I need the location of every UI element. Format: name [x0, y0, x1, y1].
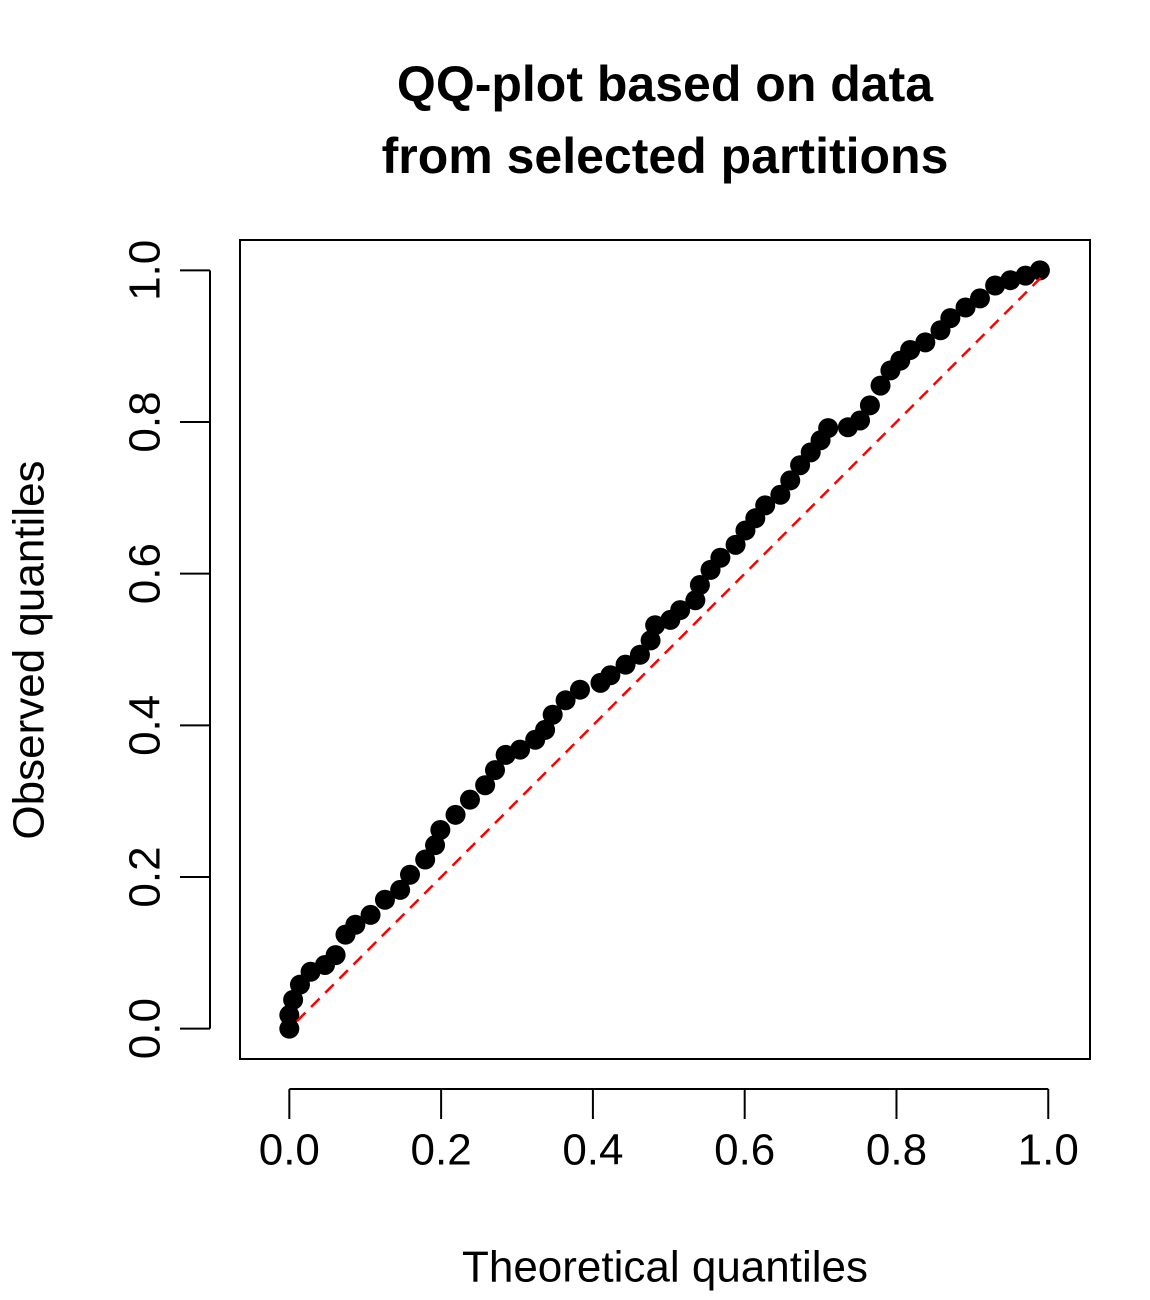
point [770, 484, 791, 505]
y-tick-label: 0.6 [121, 543, 170, 604]
point [485, 760, 505, 781]
chart-title: from selected partitions [382, 128, 949, 184]
point [685, 590, 706, 611]
point [755, 495, 776, 516]
point [955, 297, 976, 318]
point [425, 835, 446, 856]
y-tick-label: 1.0 [121, 240, 170, 301]
x-axis-title: Theoretical quantiles [462, 1243, 868, 1292]
point [645, 615, 666, 636]
point [710, 547, 731, 568]
point [689, 575, 710, 596]
y-tick-label: 0.8 [121, 391, 170, 452]
point [555, 690, 576, 711]
point [374, 889, 395, 910]
point [345, 914, 366, 935]
point [629, 644, 650, 665]
point [279, 1005, 300, 1026]
point [475, 775, 496, 796]
y-axis-title: Observed quantiles [5, 460, 54, 839]
point [415, 849, 436, 870]
x-tick-label: 0.0 [259, 1126, 320, 1175]
point [780, 470, 801, 491]
point [725, 534, 746, 555]
point [510, 739, 531, 760]
point [390, 879, 411, 900]
point [542, 704, 563, 725]
plot-frame [239, 239, 1091, 1060]
point [1029, 260, 1050, 281]
point [969, 288, 990, 309]
point [940, 308, 961, 329]
point [1000, 270, 1021, 291]
point [985, 275, 1006, 296]
point [283, 989, 304, 1010]
x-tick-label: 0.6 [714, 1126, 775, 1175]
point [360, 904, 381, 925]
point [670, 600, 691, 621]
point [459, 789, 480, 810]
reference-line [296, 277, 1042, 1022]
y-tick-label: 0.2 [121, 846, 170, 907]
point [859, 395, 880, 416]
point [870, 375, 891, 396]
x-tick-label: 0.8 [866, 1126, 927, 1175]
point [400, 864, 420, 885]
point [915, 332, 936, 353]
point [570, 679, 590, 700]
point [445, 804, 466, 825]
point [615, 654, 636, 675]
point [818, 418, 839, 439]
point [640, 630, 661, 651]
point [535, 719, 556, 740]
x-tick-label: 0.2 [411, 1126, 472, 1175]
point [600, 665, 621, 686]
y-tick-label: 0.0 [121, 998, 170, 1059]
x-tick-label: 0.4 [562, 1126, 623, 1175]
point [325, 945, 346, 966]
point [430, 819, 451, 840]
chart-title: QQ-plot based on data [397, 56, 934, 112]
x-tick-label: 1.0 [1018, 1126, 1079, 1175]
y-tick-label: 0.4 [121, 695, 170, 756]
point [850, 410, 871, 431]
point [900, 339, 921, 360]
